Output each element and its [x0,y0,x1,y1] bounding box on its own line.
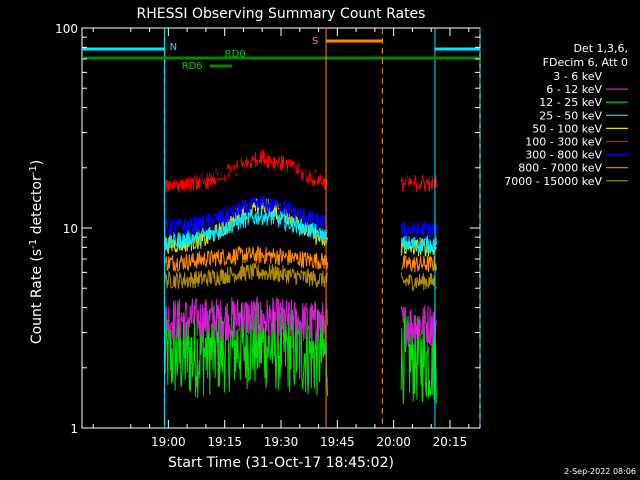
legend-title-line-1: Det 1,3,6, [573,42,628,55]
series-8-segment-1 [400,272,437,292]
series-0-trace [164,161,437,184]
series-1-segment-0 [164,296,329,343]
x-tick-label-5: 20:15 [433,435,468,449]
saa-label: S [312,36,318,47]
series-6-segment-0 [164,195,329,237]
legend-label-1: 6 - 12 keV [546,83,602,96]
rd0-label: RD0 [225,49,246,60]
chart-title: RHESSI Observing Summary Count Rates [137,6,426,22]
legend-label-7: 800 - 7000 keV [518,162,602,175]
svg-text:Count Rate (s-1 detector-1): Count Rate (s-1 detector-1) [28,160,46,344]
x-axis-label: Start Time (31-Oct-17 18:45:02) [168,455,394,471]
legend-label-8: 7000 - 15000 keV [504,175,602,188]
y-tick-label-0: 1 [70,422,78,436]
series-7-segment-1 [401,254,437,273]
y-label-part-1: Count Rate (s [29,249,45,344]
legend-label-3: 25 - 50 keV [539,109,602,122]
y-label-part-2: detector [29,175,45,239]
legend-label-5: 100 - 300 keV [525,136,602,149]
x-tick-label-1: 19:15 [207,435,242,449]
series-6-trace [164,195,437,240]
x-tick-label-4: 20:00 [376,435,411,449]
series-0-segment-0 [164,161,329,183]
series-1-trace [164,296,437,348]
legend-label-2: 12 - 25 keV [539,96,602,109]
series-5-segment-0 [164,149,329,193]
x-tick-label-2: 19:30 [264,435,299,449]
series-3-segment-1 [400,235,437,255]
x-tick-label-0: 19:00 [151,435,186,449]
rd6-label: RD6 [182,61,203,72]
series-8-segment-0 [164,262,329,289]
legend-title-line-2: FDecim 6, Att 0 [543,56,628,69]
series-1-segment-1 [400,305,437,348]
series-0-segment-1 [400,164,437,184]
x-tick-label-3: 19:45 [320,435,355,449]
night-label: N [170,42,177,53]
series-5-trace [164,149,437,193]
annotation-layer: N RD0 RD6 S [82,28,481,428]
y-label-part-3: ) [29,160,45,165]
series-7-segment-0 [164,246,329,273]
y-label-sup-1: -1 [28,239,39,249]
series-7-trace [164,246,437,273]
y-axis-label: Count Rate (s-1 detector-1) [28,160,46,344]
marks-layer [164,149,437,405]
y-tick-label-2: 100 [55,22,78,36]
legend-label-4: 50 - 100 keV [532,122,602,135]
y-tick-label-1: 10 [63,222,78,236]
series-6-segment-1 [400,219,437,240]
series-8-trace [164,262,437,292]
legend-label-6: 300 - 800 keV [525,149,602,162]
axis-layer: 19:00 19:15 19:30 19:45 20:00 20:15 1 10 100 [55,22,480,449]
legend-label-0: 3 - 6 keV [553,70,602,83]
footer-date: 2-Sep-2022 08:06 [564,467,636,476]
y-label-sup-2: -1 [28,165,39,175]
